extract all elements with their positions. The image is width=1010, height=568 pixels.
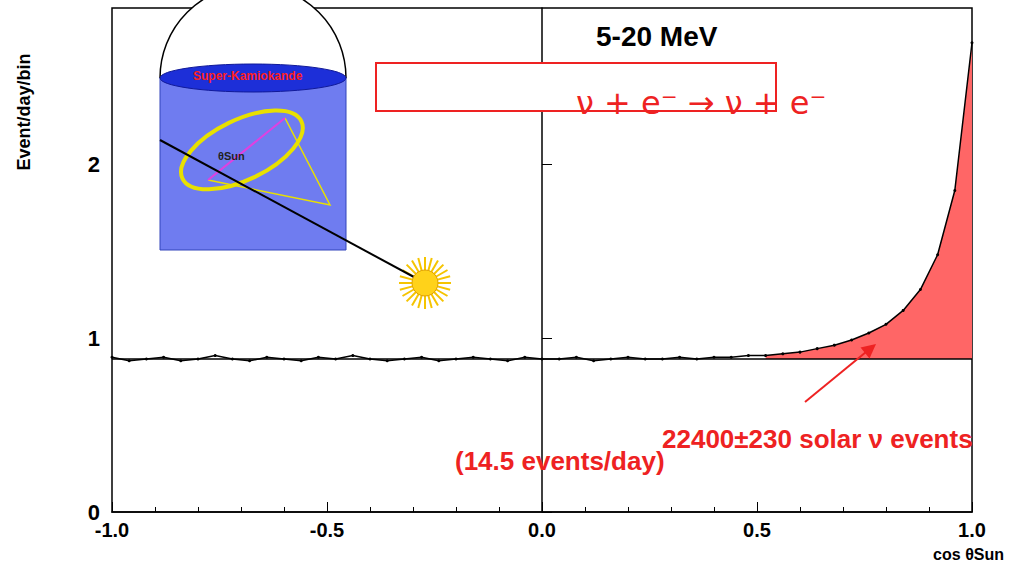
svg-text:(14.5 events/day): (14.5 events/day) — [455, 446, 665, 476]
svg-text:-1.0: -1.0 — [95, 519, 129, 541]
svg-text:5-20 MeV: 5-20 MeV — [596, 21, 718, 52]
svg-text:1: 1 — [88, 326, 100, 351]
svg-text:Event/day/bin: Event/day/bin — [14, 53, 34, 170]
svg-text:22400±230 solar ν events: 22400±230 solar ν events — [662, 424, 973, 454]
svg-text:0.0: 0.0 — [528, 519, 556, 541]
svg-text:ν + e⁻ → ν + e⁻: ν + e⁻ → ν + e⁻ — [576, 84, 826, 122]
svg-text:Super-Kamiokande: Super-Kamiokande — [193, 69, 303, 83]
svg-text:-0.5: -0.5 — [310, 519, 344, 541]
svg-text:1.0: 1.0 — [958, 519, 986, 541]
svg-text:cos θSun: cos θSun — [933, 546, 1004, 563]
svg-text:2: 2 — [88, 152, 100, 177]
svg-text:0.5: 0.5 — [743, 519, 771, 541]
svg-text:θSun: θSun — [218, 150, 245, 162]
svg-text:0: 0 — [87, 499, 100, 525]
